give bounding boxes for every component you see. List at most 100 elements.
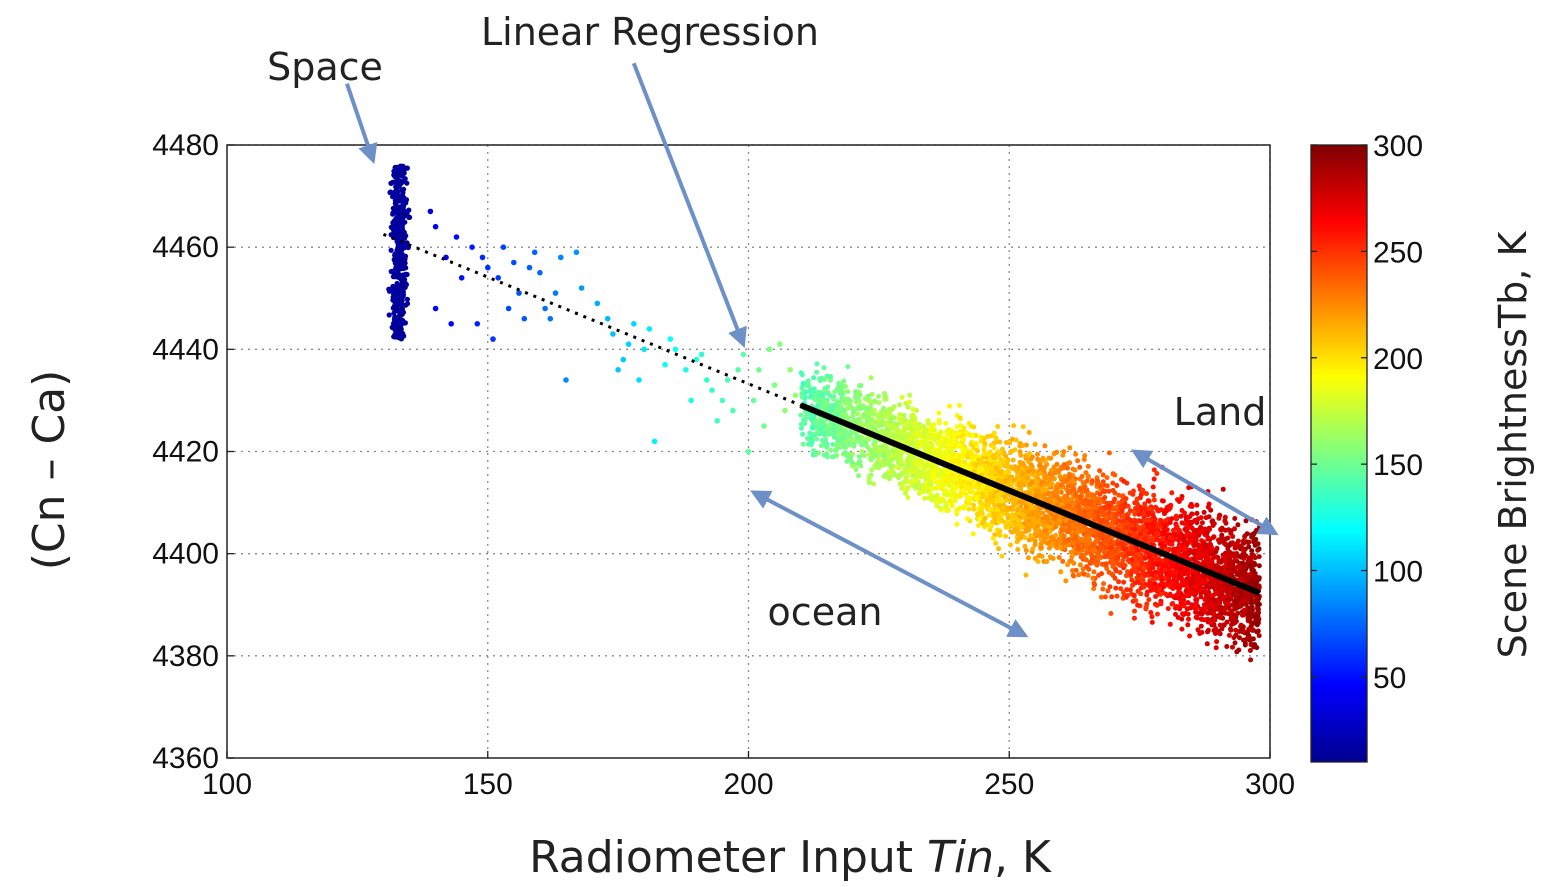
data-point	[850, 463, 856, 469]
data-point	[981, 451, 987, 457]
data-point	[995, 424, 1001, 429]
data-point	[993, 540, 999, 546]
data-point	[1087, 560, 1093, 566]
data-point	[899, 394, 905, 400]
data-point	[1032, 556, 1038, 561]
data-point	[1194, 510, 1200, 516]
data-point	[604, 315, 611, 322]
data-point	[1014, 530, 1020, 536]
data-point	[756, 367, 762, 373]
data-point	[1167, 621, 1173, 627]
data-point	[1138, 576, 1144, 582]
data-point	[693, 356, 700, 363]
data-point	[1013, 437, 1019, 443]
data-point	[954, 485, 960, 490]
data-point	[908, 468, 914, 474]
data-point	[1025, 555, 1031, 561]
data-point	[1023, 442, 1029, 448]
data-point	[1089, 552, 1095, 558]
data-point	[1004, 463, 1009, 469]
data-point	[1189, 511, 1195, 517]
data-point	[1128, 571, 1134, 577]
data-point	[1146, 506, 1152, 512]
data-point	[1127, 587, 1133, 593]
data-point	[394, 290, 400, 296]
data-point	[386, 312, 392, 318]
data-point	[807, 435, 813, 441]
data-point	[1151, 514, 1156, 520]
data-point	[897, 402, 902, 408]
data-point	[928, 440, 934, 446]
data-point	[735, 367, 741, 373]
data-point	[400, 190, 406, 196]
data-point	[1186, 550, 1192, 556]
data-point	[1230, 534, 1236, 539]
data-point	[1112, 472, 1118, 478]
data-point	[966, 506, 972, 512]
data-point	[1160, 498, 1166, 504]
data-point	[1050, 556, 1056, 561]
data-point	[407, 214, 413, 220]
data-point	[1136, 483, 1142, 489]
data-point	[406, 207, 412, 213]
data-point	[1248, 571, 1254, 577]
data-point	[1032, 531, 1038, 537]
data-point	[881, 405, 887, 411]
data-point	[1183, 517, 1189, 523]
data-point	[1077, 486, 1083, 492]
data-point	[578, 285, 585, 291]
data-point	[1232, 516, 1238, 521]
data-point	[869, 391, 875, 397]
data-point	[1015, 547, 1021, 552]
data-point	[900, 470, 906, 476]
data-point	[1249, 548, 1255, 554]
data-point	[1065, 461, 1071, 466]
data-point	[714, 418, 720, 424]
data-point	[683, 367, 689, 373]
data-point	[1110, 480, 1116, 486]
data-point	[798, 421, 804, 427]
data-point	[1101, 489, 1107, 495]
data-point	[1106, 488, 1112, 494]
data-point	[1058, 569, 1064, 575]
data-point	[1102, 495, 1108, 500]
data-point	[901, 412, 907, 418]
data-point	[1144, 592, 1150, 598]
data-point	[896, 475, 901, 481]
data-point	[1076, 572, 1082, 578]
data-point	[1176, 537, 1181, 543]
data-point	[402, 219, 408, 225]
data-point	[1062, 539, 1068, 545]
data-point	[1056, 555, 1062, 560]
data-point	[651, 438, 658, 445]
data-point	[1223, 610, 1229, 616]
data-point	[903, 400, 909, 406]
data-point	[860, 403, 866, 409]
data-point	[1018, 452, 1024, 458]
data-point	[1061, 533, 1067, 539]
data-point	[636, 377, 642, 383]
data-point	[814, 369, 820, 375]
data-point	[1043, 475, 1049, 481]
data-point	[1146, 510, 1152, 516]
data-point	[845, 364, 851, 370]
data-point	[1184, 606, 1190, 612]
data-point	[975, 448, 981, 454]
data-point	[1181, 612, 1187, 618]
data-point	[1232, 555, 1238, 561]
data-point	[937, 505, 943, 511]
data-point	[1035, 451, 1040, 457]
data-point	[1100, 586, 1106, 592]
data-point	[871, 407, 877, 413]
data-point	[971, 424, 977, 430]
data-point	[1000, 446, 1005, 452]
data-point	[1256, 563, 1262, 569]
data-point	[1032, 473, 1038, 479]
data-point	[1131, 593, 1137, 599]
data-point	[1199, 520, 1205, 526]
data-point	[500, 244, 507, 250]
data-point	[458, 275, 465, 281]
data-point	[878, 422, 884, 428]
data-point	[804, 383, 810, 388]
